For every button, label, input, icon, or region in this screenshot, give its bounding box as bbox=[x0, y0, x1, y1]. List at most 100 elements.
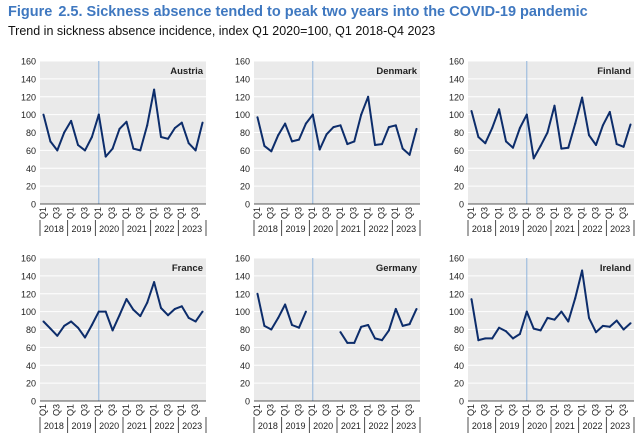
data-point bbox=[90, 324, 93, 327]
quarter-tick-label: Q3 bbox=[535, 207, 545, 219]
data-point bbox=[539, 329, 542, 332]
figure-title-text: Sickness absence tended to peak two year… bbox=[86, 4, 588, 20]
panel-title: Austria bbox=[170, 66, 203, 77]
quarter-tick-label: Q3 bbox=[618, 404, 628, 416]
quarter-tick-label: Q3 bbox=[404, 207, 414, 219]
quarter-tick-label: Q3 bbox=[79, 404, 89, 416]
data-point bbox=[291, 324, 294, 327]
quarter-tick-label: Q3 bbox=[321, 207, 331, 219]
year-label: 2022 bbox=[154, 224, 174, 234]
quarter-tick-label: Q3 bbox=[79, 207, 89, 219]
year-label: 2018 bbox=[472, 421, 492, 431]
data-point bbox=[629, 322, 632, 325]
data-point bbox=[574, 122, 577, 125]
year-label: 2022 bbox=[582, 224, 602, 234]
quarter-tick-label: Q1 bbox=[93, 207, 103, 219]
y-tick-label: 0 bbox=[459, 200, 464, 210]
quarter-tick-label: Q3 bbox=[266, 404, 276, 416]
quarter-tick-label: Q1 bbox=[176, 207, 186, 219]
year-label: 2022 bbox=[368, 421, 388, 431]
panel-title: Finland bbox=[597, 66, 631, 77]
data-point bbox=[374, 337, 377, 340]
data-point bbox=[353, 140, 356, 143]
data-point bbox=[367, 324, 370, 327]
data-point bbox=[139, 149, 142, 152]
y-tick-label: 160 bbox=[235, 57, 250, 67]
data-point bbox=[622, 145, 625, 148]
quarter-tick-label: Q3 bbox=[162, 404, 172, 416]
data-point bbox=[608, 325, 611, 328]
quarter-tick-label: Q3 bbox=[52, 207, 62, 219]
data-point bbox=[173, 127, 176, 130]
data-point bbox=[332, 126, 335, 129]
year-label: 2019 bbox=[71, 421, 91, 431]
data-point bbox=[160, 307, 163, 310]
year-label: 2018 bbox=[258, 421, 278, 431]
data-point bbox=[588, 134, 591, 137]
data-point bbox=[532, 327, 535, 330]
data-point bbox=[484, 337, 487, 340]
data-point bbox=[546, 316, 549, 319]
quarter-tick-label: Q1 bbox=[577, 404, 587, 416]
y-tick-label: 40 bbox=[240, 361, 250, 371]
year-label: 2019 bbox=[285, 421, 305, 431]
year-label: 2023 bbox=[396, 224, 416, 234]
y-tick-label: 20 bbox=[454, 379, 464, 389]
data-point bbox=[277, 134, 280, 137]
data-point bbox=[498, 326, 501, 329]
quarter-tick-label: Q1 bbox=[390, 404, 400, 416]
data-point bbox=[594, 144, 597, 147]
y-tick-label: 40 bbox=[454, 361, 464, 371]
panel-title: Ireland bbox=[600, 263, 631, 274]
data-point bbox=[277, 316, 280, 319]
data-point bbox=[297, 326, 300, 329]
data-point bbox=[318, 148, 321, 151]
data-point bbox=[581, 96, 584, 99]
quarter-tick-label: Q3 bbox=[404, 404, 414, 416]
data-point bbox=[263, 324, 266, 327]
quarter-tick-label: Q3 bbox=[190, 404, 200, 416]
data-point bbox=[256, 116, 259, 119]
data-point bbox=[83, 336, 86, 339]
data-point bbox=[374, 144, 377, 147]
year-label: 2020 bbox=[527, 421, 547, 431]
quarter-tick-label: Q3 bbox=[590, 404, 600, 416]
quarter-tick-label: Q1 bbox=[93, 404, 103, 416]
quarter-tick-label: Q1 bbox=[307, 404, 317, 416]
quarter-tick-label: Q1 bbox=[252, 207, 262, 219]
quarter-tick-label: Q1 bbox=[577, 207, 587, 219]
y-tick-label: 60 bbox=[240, 146, 250, 156]
year-label: 2021 bbox=[555, 421, 575, 431]
quarter-tick-label: Q3 bbox=[107, 404, 117, 416]
data-point bbox=[139, 315, 142, 318]
y-tick-label: 80 bbox=[240, 128, 250, 138]
data-point bbox=[63, 131, 66, 134]
data-point bbox=[601, 124, 604, 127]
data-point bbox=[201, 310, 204, 313]
y-tick-label: 100 bbox=[21, 307, 36, 317]
data-point bbox=[201, 121, 204, 124]
quarter-tick-label: Q3 bbox=[507, 404, 517, 416]
year-label: 2023 bbox=[396, 421, 416, 431]
panel-title: Germany bbox=[376, 263, 418, 274]
quarter-tick-label: Q3 bbox=[480, 404, 490, 416]
y-tick-label: 0 bbox=[459, 397, 464, 407]
y-tick-label: 80 bbox=[454, 325, 464, 335]
data-point bbox=[408, 323, 411, 326]
y-tick-label: 0 bbox=[245, 200, 250, 210]
data-point bbox=[353, 341, 356, 344]
data-point bbox=[532, 157, 535, 160]
data-point bbox=[601, 324, 604, 327]
y-tick-label: 140 bbox=[21, 271, 36, 281]
data-point bbox=[160, 135, 163, 138]
data-point bbox=[153, 88, 156, 91]
quarter-tick-label: Q3 bbox=[293, 404, 303, 416]
data-point bbox=[146, 301, 149, 304]
y-tick-label: 160 bbox=[21, 254, 36, 264]
y-tick-label: 140 bbox=[449, 74, 464, 84]
year-label: 2021 bbox=[341, 421, 361, 431]
y-tick-label: 80 bbox=[240, 325, 250, 335]
